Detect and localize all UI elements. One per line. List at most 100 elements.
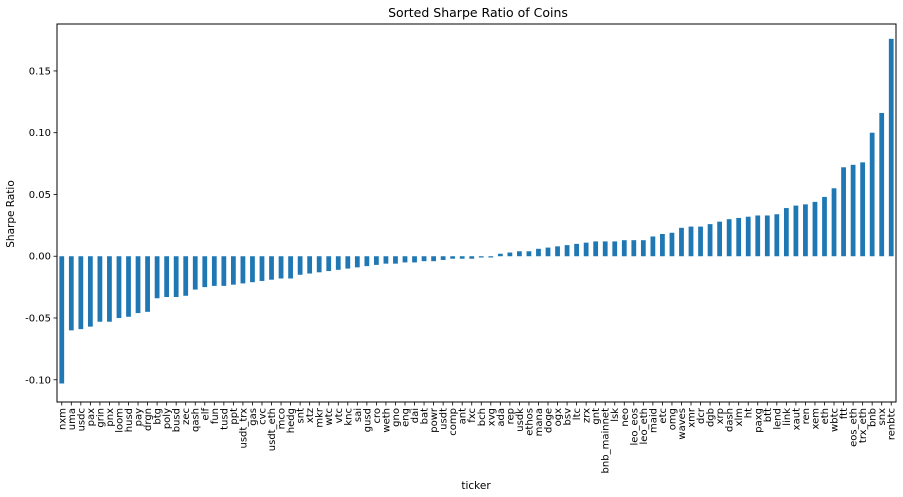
bar-mco <box>278 256 284 279</box>
bar-nxm <box>59 256 65 384</box>
x-tick-label: omg <box>667 408 678 430</box>
x-tick-label: eos_eth <box>849 408 860 447</box>
x-tick-label: ppt <box>229 408 240 425</box>
bar-usdt_eth <box>269 256 274 280</box>
x-tick-label: bnb_mainnet <box>601 408 612 474</box>
x-tick-label: husd <box>124 408 135 432</box>
x-tick-label: leo_eos <box>629 408 640 446</box>
bar-xlm <box>736 217 742 257</box>
bar-doge <box>545 247 551 257</box>
bar-maid <box>650 236 656 257</box>
bar-etc <box>660 234 665 257</box>
bar-pnx <box>107 256 112 322</box>
bar-zec <box>183 256 189 296</box>
y-tick-label: 0.00 <box>29 252 51 263</box>
x-tick-label: maid <box>648 408 659 433</box>
bar-bat <box>421 256 427 262</box>
bar-leo_eth <box>640 240 646 257</box>
bar-uma <box>68 256 74 331</box>
x-tick-label: weth <box>381 408 392 433</box>
bar-snt <box>297 256 303 275</box>
bar-weth <box>383 256 389 264</box>
x-tick-label: poly <box>162 408 173 429</box>
y-axis-label: Sharpe Ratio <box>5 180 17 248</box>
x-tick-label: snx <box>877 408 888 426</box>
x-tick-label: zec <box>181 408 192 425</box>
x-tick-label: wbtc <box>830 408 841 432</box>
x-tick-label: usdt <box>439 408 450 430</box>
bar-fxc <box>469 256 475 259</box>
x-tick-label: grin <box>95 408 106 428</box>
bar-pay <box>135 256 141 314</box>
x-tick-label: bat <box>420 408 431 424</box>
x-tick-label: gas <box>248 408 259 426</box>
x-tick-label: elf <box>200 408 211 421</box>
x-tick-label: cvc <box>257 408 268 425</box>
x-tick-label: gnt <box>591 408 602 425</box>
bar-link <box>783 208 789 257</box>
bar-mkr <box>316 256 322 273</box>
y-tick-label: 0.15 <box>29 66 51 77</box>
x-tick-label: hedg <box>286 408 297 433</box>
x-tick-label: paxg <box>753 408 764 433</box>
bar-wbtc <box>831 188 837 257</box>
x-tick-label: bsv <box>563 408 574 426</box>
x-tick-label: xlm <box>734 408 745 426</box>
y-tick-label: 0.05 <box>29 190 51 201</box>
bar-dai <box>412 256 417 263</box>
y-tick-label: 0.10 <box>29 128 51 139</box>
bar-busd <box>173 256 179 297</box>
bar-bch <box>478 256 484 258</box>
bar-vtc <box>335 256 341 270</box>
y-axis: -0.10 -0.05 0.00 0.05 0.10 0.15 <box>25 66 57 386</box>
y-tick-label: -0.10 <box>25 375 51 386</box>
x-tick-label: waves <box>677 408 688 440</box>
bar-waves <box>679 227 684 257</box>
x-tick-label: dai <box>410 408 421 423</box>
x-tick-label: powr <box>429 407 440 433</box>
bar-wtc <box>326 256 332 272</box>
bar-grin <box>97 256 103 322</box>
x-tick-label: knc <box>343 408 354 426</box>
bar-mana <box>536 248 541 257</box>
bar-hedg <box>288 256 293 279</box>
bars-group <box>59 38 894 384</box>
chart-title: Sorted Sharpe Ratio of Coins <box>388 5 568 20</box>
x-tick-label: rep <box>505 408 516 424</box>
x-tick-label: btt <box>763 408 774 422</box>
bar-bsv <box>564 245 570 257</box>
x-tick-label: loom <box>114 408 125 433</box>
x-tick-label: ogx <box>553 408 564 426</box>
x-tick-label: gno <box>391 408 402 427</box>
x-tick-label: snt <box>296 408 307 424</box>
x-tick-label: trx_eth <box>858 408 869 443</box>
x-tick-label: nxm <box>57 408 68 430</box>
bar-ren <box>803 204 808 257</box>
x-tick-label: mco <box>277 408 288 429</box>
y-tick-label: -0.05 <box>25 314 51 325</box>
x-tick-label: usdc <box>76 408 87 431</box>
x-tick-label: ada <box>496 408 507 427</box>
bar-renbtc <box>888 38 894 257</box>
bar-ogx <box>555 246 560 257</box>
x-axis-label: ticker <box>461 480 491 492</box>
bar-neo <box>621 240 627 257</box>
bar-drgn <box>145 256 150 312</box>
x-tick-label: qash <box>191 408 202 432</box>
x-tick-label: etc <box>658 408 669 424</box>
x-tick-label: pnx <box>105 408 116 427</box>
x-tick-label: doge <box>544 408 555 433</box>
x-tick-label: mkr <box>315 407 326 428</box>
bar-btt <box>764 215 770 257</box>
bar-lsk <box>612 241 618 257</box>
bar-husd <box>126 256 131 317</box>
bar-tusd <box>221 256 227 286</box>
bar-zrx <box>583 242 589 257</box>
x-tick-label: usdt_trx <box>238 408 249 449</box>
x-tick-label: fxc <box>467 408 478 423</box>
x-tick-label: sai <box>353 408 364 422</box>
bar-dash <box>726 219 732 257</box>
bar-qash <box>192 256 198 290</box>
bar-ethos <box>526 251 532 257</box>
